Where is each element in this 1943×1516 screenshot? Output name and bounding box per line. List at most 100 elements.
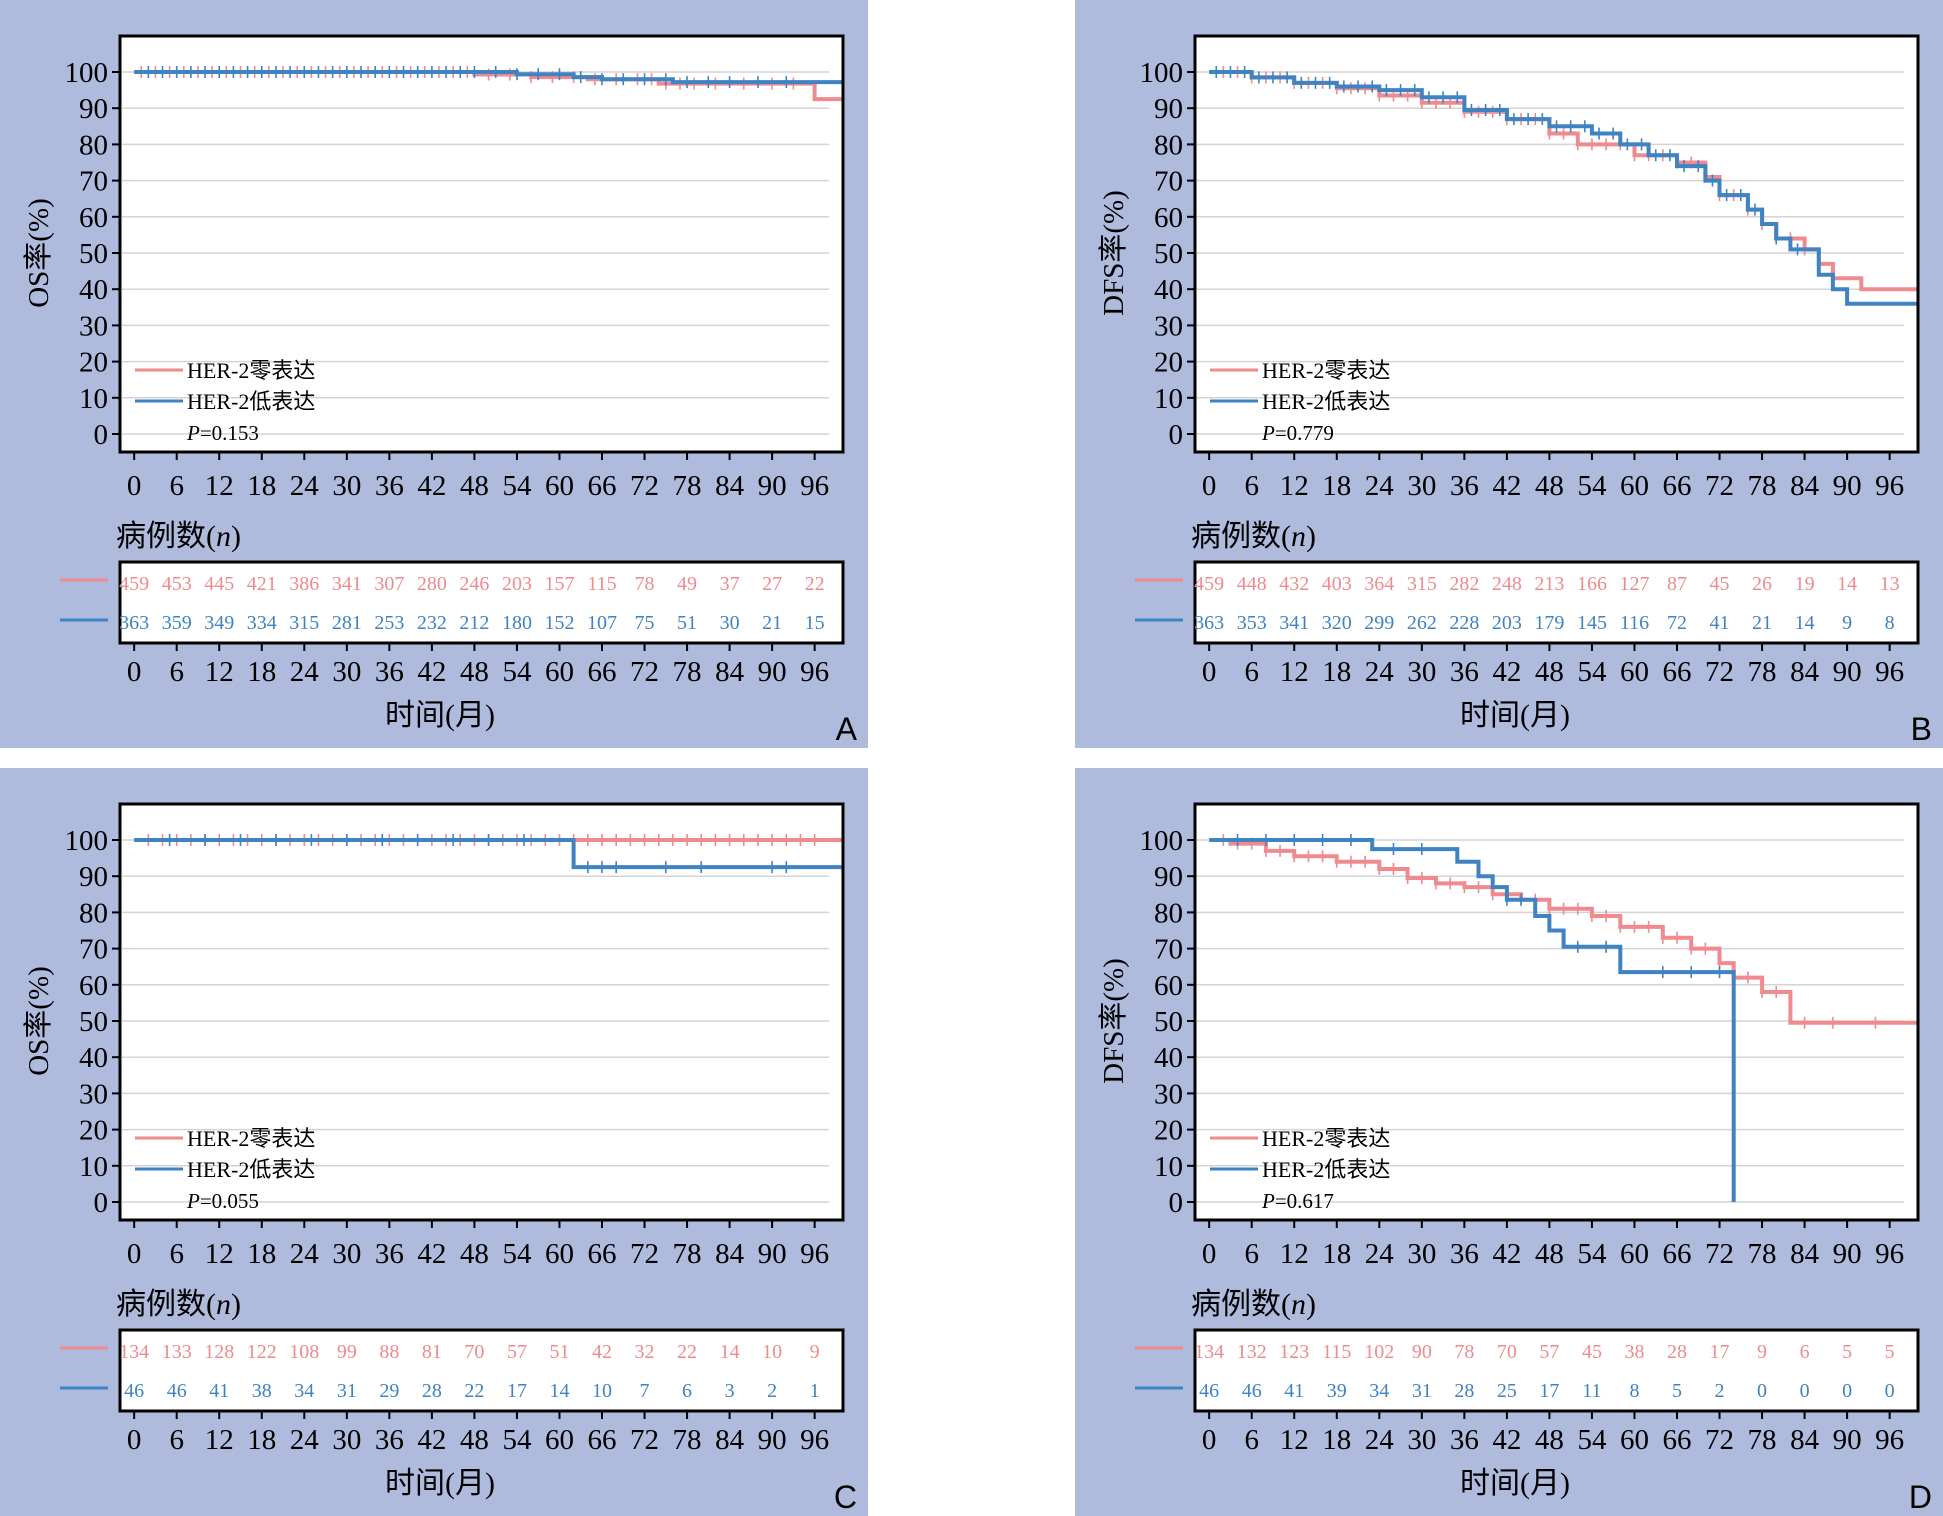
table-x-tick-label: 54 (1577, 1424, 1607, 1456)
panel-b: 0 10 20 30 40 50 60 70 80 90 100 0 6 12 18 24 30 36 42 48 54… (1075, 0, 1943, 748)
gridlines (122, 839, 829, 1203)
y-tick-label: 0 (1169, 1187, 1184, 1219)
x-tick-label: 78 (673, 470, 702, 502)
curves (134, 834, 843, 874)
table-x-tick-label: 6 (169, 1424, 184, 1456)
x-tick-label: 78 (1748, 470, 1777, 502)
table-x-tick-label: 60 (545, 1424, 574, 1456)
x-tick-label: 72 (630, 1238, 659, 1270)
plot-border (1193, 34, 1920, 454)
x-tick-label: 24 (290, 470, 320, 502)
table-x-tick-label: 36 (1450, 656, 1479, 688)
y-tick-label: 80 (79, 897, 108, 929)
table-x-tick-label: 24 (290, 656, 320, 688)
x-tick-label: 84 (1790, 470, 1820, 502)
risk-count-zero: 128 (204, 1341, 234, 1363)
risk-count-zero: 42 (592, 1341, 612, 1363)
table-x-tick-label: 72 (1705, 656, 1734, 688)
x-tick-label: 18 (1322, 470, 1351, 502)
legend-label: HER-2低表达 (1262, 1157, 1390, 1182)
risk-title-n: n (216, 1288, 231, 1321)
table-x-tick-label: 48 (1535, 656, 1564, 688)
table-x-tick-label: 36 (375, 1424, 404, 1456)
risk-count-zero: 445 (204, 573, 234, 595)
y-tick-label: 20 (79, 1115, 108, 1147)
x-tick-label: 12 (205, 470, 234, 502)
x-tick-label: 30 (1407, 1238, 1436, 1270)
x-tick-label: 36 (375, 1238, 404, 1270)
risk-count-low: 25 (1497, 1380, 1517, 1402)
risk-count-zero: 115 (1322, 1341, 1351, 1363)
y-tick-label: 60 (79, 202, 108, 234)
legend-label: HER-2低表达 (187, 389, 315, 414)
table-x-tick-label: 72 (630, 656, 659, 688)
risk-count-low: 29 (379, 1380, 399, 1402)
risk-count-zero: 134 (1194, 1341, 1224, 1363)
x-axis-label: 时间(月) (1460, 1467, 1570, 1500)
risk-count-zero: 37 (720, 573, 740, 595)
legend-label: HER-2低表达 (187, 1157, 315, 1182)
risk-count-low: 8 (1629, 1380, 1639, 1402)
risk-count-zero: 122 (247, 1341, 277, 1363)
table-x-tick-label: 96 (1875, 1424, 1904, 1456)
risk-count-low: 5 (1672, 1380, 1682, 1402)
table-x-tick-label: 18 (247, 1424, 276, 1456)
p-value: P=0.153 (186, 421, 259, 445)
table-x-tick-label: 6 (1244, 1424, 1259, 1456)
y-tick-label: 20 (1154, 1115, 1183, 1147)
risk-count-low: 39 (1327, 1380, 1347, 1402)
p-value-number: =0.617 (1275, 1189, 1334, 1213)
risk-count-zero: 459 (119, 573, 149, 595)
x-tick-label: 0 (1202, 470, 1217, 502)
risk-count-zero: 453 (162, 573, 192, 595)
table-x-tick-label: 6 (169, 656, 184, 688)
risk-count-low: 31 (337, 1380, 357, 1402)
risk-count-low: 72 (1667, 612, 1687, 634)
p-value-symbol: P (1261, 421, 1275, 445)
risk-count-low: 46 (1199, 1380, 1219, 1402)
risk-count-zero: 166 (1577, 573, 1607, 595)
risk-count-zero: 13 (1880, 573, 1900, 595)
x-tick-label: 30 (332, 1238, 361, 1270)
risk-count-zero: 134 (119, 1341, 149, 1363)
series-her2-low-line (1209, 70, 1918, 306)
table-x-tick-label: 96 (1875, 656, 1904, 688)
x-tick-label: 48 (460, 1238, 489, 1270)
y-tick-label: 40 (79, 1042, 108, 1074)
x-tick-label: 60 (545, 470, 574, 502)
x-tick-label: 84 (1790, 1238, 1820, 1270)
y-tick-label: 30 (1154, 310, 1183, 342)
p-value: P=0.779 (1261, 421, 1334, 445)
risk-count-zero: 81 (422, 1341, 442, 1363)
plot-area (1195, 804, 1918, 1220)
risk-count-low: 22 (464, 1380, 484, 1402)
table-x-tick-label: 24 (1365, 656, 1395, 688)
x-tick-label: 12 (1280, 470, 1309, 502)
y-axis-label: DFS率(%) (1097, 190, 1130, 316)
risk-count-low: 315 (289, 612, 319, 634)
y-tick-label: 100 (65, 57, 109, 89)
risk-count-low: 341 (1279, 612, 1309, 634)
risk-count-zero: 78 (635, 573, 655, 595)
plot-border (118, 34, 845, 454)
risk-title-close: ) (231, 1288, 241, 1321)
table-x-tick-label: 90 (758, 1424, 787, 1456)
risk-count-low: 320 (1322, 612, 1352, 634)
risk-count-zero: 203 (502, 573, 532, 595)
risk-count-zero: 9 (810, 1341, 820, 1363)
risk-count-low: 41 (209, 1380, 229, 1402)
table-x-tick-label: 0 (127, 656, 142, 688)
risk-count-low: 0 (1800, 1380, 1810, 1402)
x-tick-label: 60 (1620, 470, 1649, 502)
risk-table-title: 病例数(n) (116, 1288, 241, 1321)
y-tick-label: 50 (1154, 1006, 1183, 1038)
risk-count-low: 11 (1582, 1380, 1601, 1402)
table-x-tick-label: 30 (1407, 656, 1436, 688)
x-tick-label: 72 (1705, 470, 1734, 502)
table-x-tick-label: 18 (1322, 1424, 1351, 1456)
risk-count-low: 14 (1795, 612, 1815, 634)
x-tick-label: 18 (1322, 1238, 1351, 1270)
y-tick-label: 60 (1154, 970, 1183, 1002)
